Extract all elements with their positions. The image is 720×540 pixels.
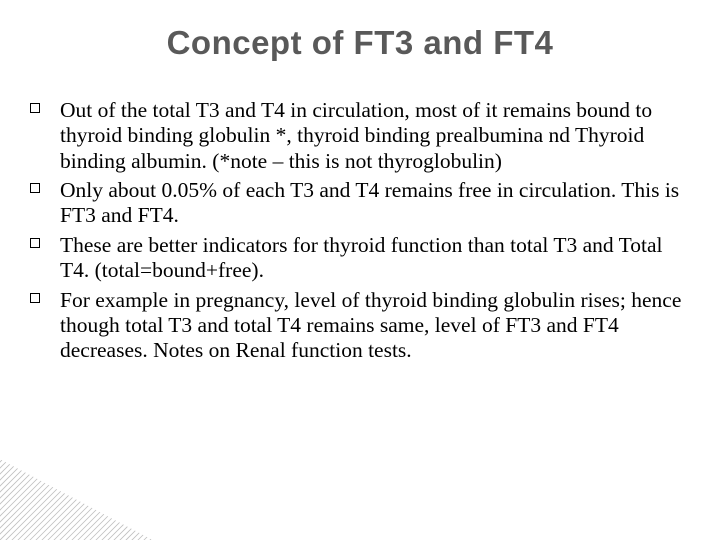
slide: Concept of FT3 and FT4 Out of the total … — [0, 0, 720, 540]
list-item: For example in pregnancy, level of thyro… — [28, 288, 692, 364]
body-text-block: Out of the total T3 and T4 in circulatio… — [28, 98, 692, 368]
list-item: These are better indicators for thyroid … — [28, 233, 692, 284]
corner-decoration-icon — [0, 456, 164, 540]
slide-title: Concept of FT3 and FT4 — [0, 24, 720, 62]
list-item: Out of the total T3 and T4 in circulatio… — [28, 98, 692, 174]
bullet-list: Out of the total T3 and T4 in circulatio… — [28, 98, 692, 364]
list-item: Only about 0.05% of each T3 and T4 remai… — [28, 178, 692, 229]
